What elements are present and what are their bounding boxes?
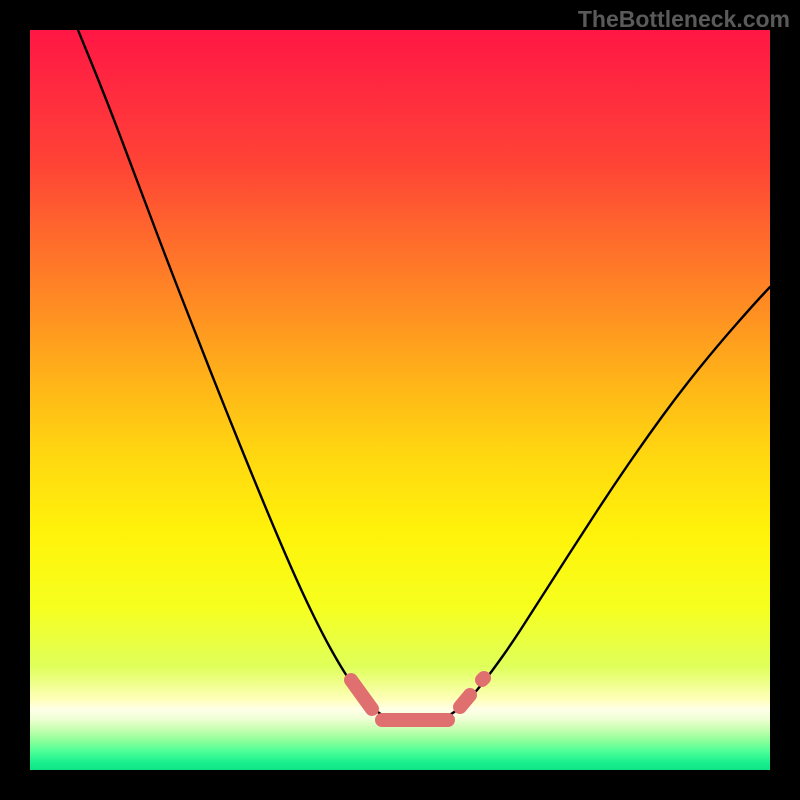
chart-container: TheBottleneck.com <box>0 0 800 800</box>
plot-svg <box>30 30 770 770</box>
watermark-text: TheBottleneck.com <box>578 6 790 33</box>
plot-area <box>30 30 770 770</box>
highlight-marker-3 <box>482 678 484 680</box>
highlight-marker-2 <box>460 695 470 707</box>
gradient-background <box>30 30 770 770</box>
